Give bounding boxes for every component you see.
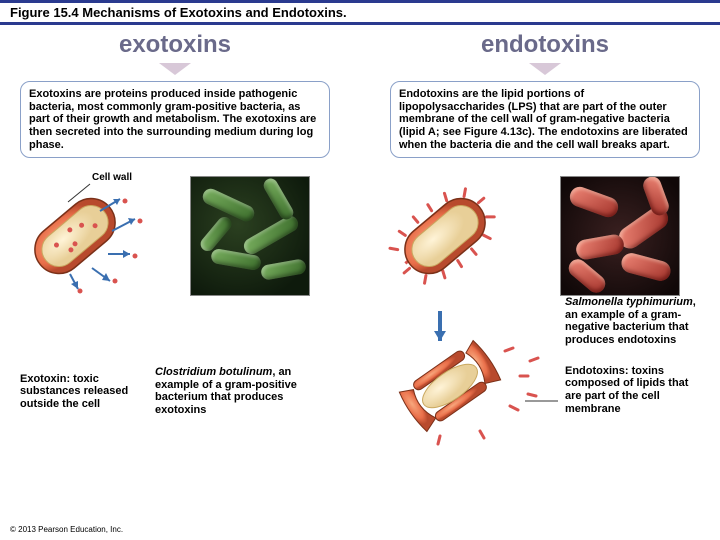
endotoxin-definition-caption: Endotoxins: toxins composed of lipids th… bbox=[565, 365, 700, 416]
copyright-footer: © 2013 Pearson Education, Inc. bbox=[10, 525, 123, 534]
exotoxins-heading: exotoxins bbox=[20, 25, 330, 59]
endotoxin-captions: Salmonella typhimurium, an example of a … bbox=[565, 296, 700, 415]
exotoxin-bacterium-diagram bbox=[20, 166, 170, 316]
figure-title: Figure 15.4 Mechanisms of Exotoxins and … bbox=[0, 0, 720, 25]
endotoxins-column: endotoxins Endotoxins are the lipid port… bbox=[390, 25, 700, 466]
endotoxins-heading: endotoxins bbox=[390, 25, 700, 59]
exotoxin-captions-row: Exotoxin: toxic substances released outs… bbox=[20, 366, 330, 417]
clostridium-caption: Clostridium botulinum, an example of a g… bbox=[155, 366, 305, 417]
down-arrow-icon bbox=[159, 63, 191, 75]
exotoxins-description: Exotoxins are proteins produced inside p… bbox=[20, 81, 330, 158]
salmonella-micrograph bbox=[560, 176, 680, 296]
exotoxin-diagram-row: Cell wall bbox=[20, 166, 330, 326]
exotoxins-column: exotoxins Exotoxins are proteins produce… bbox=[20, 25, 330, 466]
exotoxin-definition-caption: Exotoxin: toxic substances released outs… bbox=[20, 373, 145, 411]
content-columns: exotoxins Exotoxins are proteins produce… bbox=[0, 25, 720, 466]
cell-wall-label: Cell wall bbox=[92, 172, 132, 183]
endotoxin-release-row: Salmonella typhimurium, an example of a … bbox=[390, 326, 700, 466]
endotoxins-description: Endotoxins are the lipid portions of lip… bbox=[390, 81, 700, 158]
lysing-bacterium-diagram bbox=[380, 306, 560, 446]
down-arrow-icon bbox=[529, 63, 561, 75]
endotoxin-bacterium-diagram bbox=[380, 166, 540, 316]
salmonella-name: Salmonella typhimurium bbox=[565, 296, 693, 308]
clostridium-name: Clostridium botulinum bbox=[155, 366, 272, 378]
clostridium-micrograph bbox=[190, 176, 310, 296]
salmonella-caption: Salmonella typhimurium, an example of a … bbox=[565, 296, 700, 347]
